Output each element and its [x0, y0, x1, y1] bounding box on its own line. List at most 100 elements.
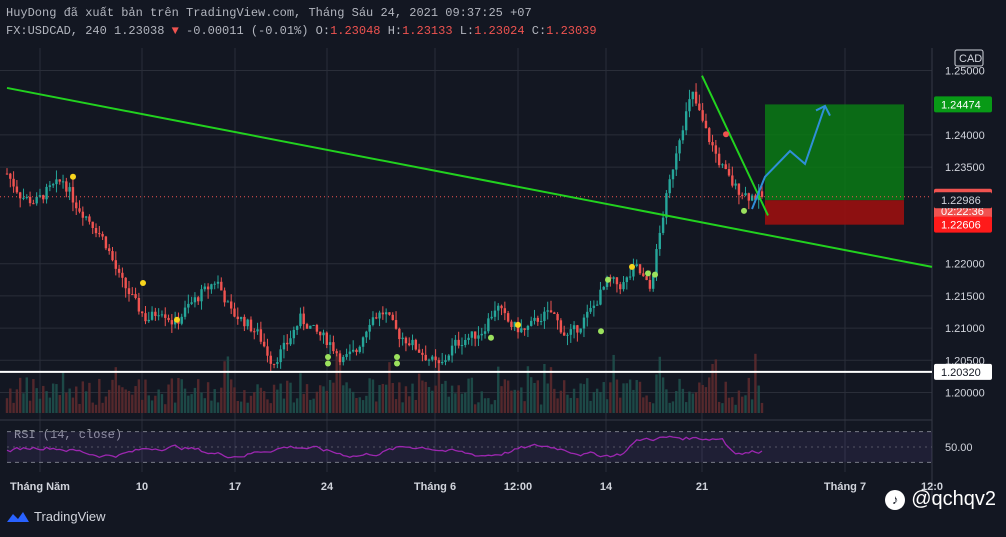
volume-bar	[177, 377, 180, 413]
candle-body	[269, 355, 272, 364]
volume-bar	[332, 382, 335, 413]
candle-body	[599, 289, 602, 305]
candle-body	[404, 337, 408, 344]
volume-bar	[12, 402, 15, 413]
long-position-tool[interactable]	[765, 104, 904, 225]
signal-dot	[325, 354, 331, 361]
candle-body	[167, 317, 170, 321]
candle-body	[523, 328, 526, 330]
candle-body	[691, 91, 694, 100]
currency-badge[interactable]	[954, 49, 984, 67]
candle-body	[698, 103, 701, 111]
candle-body	[305, 324, 309, 329]
candle-body	[675, 153, 678, 170]
candles	[5, 83, 764, 373]
candle-body	[586, 311, 589, 318]
candle-body	[286, 342, 289, 345]
candle-body	[530, 320, 533, 326]
candle-body	[592, 305, 596, 308]
candle-body	[520, 328, 523, 333]
candle-body	[470, 331, 474, 338]
candle-body	[213, 283, 216, 285]
volume-bar	[371, 379, 375, 413]
volume-bar	[737, 390, 741, 413]
candle-body	[576, 325, 579, 333]
volume-bar	[477, 402, 480, 413]
candle-body	[434, 356, 437, 361]
candle-body	[760, 191, 764, 197]
signal-dot	[325, 360, 331, 367]
tradingview-logo[interactable]: TradingView	[6, 509, 106, 524]
position-target-zone[interactable]	[765, 104, 904, 201]
candle-body	[180, 316, 183, 324]
brand-name: TradingView	[34, 509, 106, 524]
author-watermark: ♪ @qchqv2	[885, 488, 996, 511]
volume-bar	[226, 356, 230, 413]
time-tick-label: 21	[696, 481, 708, 493]
volume-bar	[127, 390, 131, 413]
rsi-pane[interactable]: RSI (14, close)	[6, 428, 932, 463]
volume-bar	[35, 388, 38, 413]
candle-body	[94, 228, 98, 234]
candle-body	[319, 331, 322, 336]
volume-bar	[447, 396, 450, 413]
candle-body	[440, 361, 444, 364]
volume-bar	[236, 400, 239, 413]
candle-body	[398, 328, 401, 340]
volume-bar	[506, 380, 510, 413]
candle-body	[741, 194, 744, 196]
projection-path[interactable]	[751, 105, 826, 210]
candle-body	[144, 313, 147, 322]
time-tick-label: 14	[600, 481, 613, 493]
volume-bar	[22, 393, 25, 413]
candle-body	[394, 320, 398, 329]
volume-bar	[434, 385, 437, 413]
volume-bar	[678, 378, 681, 413]
volume-bar	[599, 391, 602, 413]
candle-body	[272, 363, 276, 365]
descending-trendline[interactable]	[6, 86, 933, 268]
position-stop-zone[interactable]	[765, 200, 904, 225]
candle-body	[279, 349, 282, 363]
candle-body	[506, 313, 510, 322]
candle-body	[48, 185, 52, 187]
volume-bar	[510, 390, 513, 413]
drop-trendline[interactable]	[701, 75, 769, 216]
price-axis[interactable]: CAD 1.25000 1.24000 1.23500 1.22000 1.21500 1…	[945, 49, 985, 454]
volume-bar	[51, 383, 55, 413]
candle-body	[134, 294, 137, 298]
volume-bar	[586, 378, 589, 413]
candle-body	[421, 352, 424, 355]
candle-body	[661, 217, 665, 233]
volume-bar	[655, 374, 658, 413]
candle-body	[210, 284, 213, 290]
candle-body	[58, 179, 61, 182]
candle-body	[556, 313, 559, 321]
volume-bar	[747, 377, 751, 413]
volume-bar	[203, 398, 207, 413]
candle-body	[473, 331, 477, 339]
volume-bar	[200, 392, 203, 413]
signal-dot	[70, 173, 76, 180]
volume-bar	[134, 386, 137, 413]
candle-body	[154, 311, 157, 316]
volume-bar	[750, 399, 754, 413]
volume-bar	[701, 384, 704, 413]
candle-body	[114, 260, 117, 269]
volume-bar	[68, 388, 71, 413]
volume-bar	[183, 388, 187, 413]
time-axis[interactable]: Tháng Năm 10 17 24 Tháng 6 12:00 14 21 Tháng 7 12…	[10, 481, 943, 493]
candle-body	[744, 193, 747, 196]
volume-bar	[615, 379, 619, 413]
volume-bar	[391, 382, 394, 413]
close-value: 1.23039	[546, 24, 597, 38]
volume-bar	[424, 381, 427, 413]
candle-body	[193, 297, 197, 303]
volume-bar	[180, 379, 183, 413]
candle-body	[68, 187, 71, 192]
volume-bar	[88, 382, 91, 413]
volume-bar	[523, 401, 526, 413]
symbol-label[interactable]: FX:USDCAD, 240 1.23038	[6, 24, 165, 38]
volume-bar	[75, 386, 78, 413]
